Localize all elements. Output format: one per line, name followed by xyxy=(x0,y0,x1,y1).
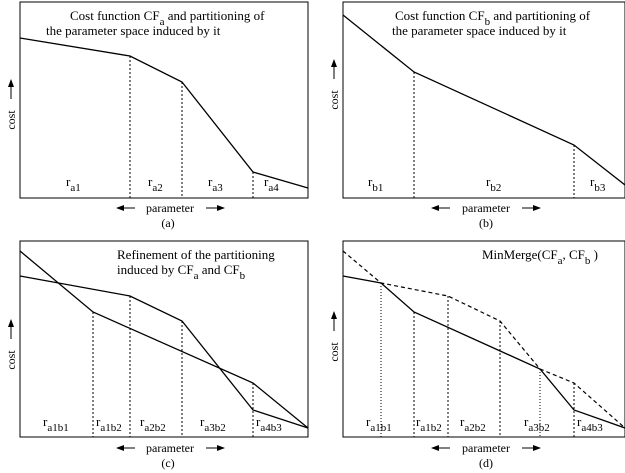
panel-c-y-label: cost xyxy=(4,350,18,370)
cost-function-b-line xyxy=(342,14,625,186)
region-label-a3b2: ra3b2 xyxy=(524,414,550,434)
cost-function-a-line xyxy=(19,275,309,429)
panel-b: Cost function CFb and partitioning of th… xyxy=(327,1,625,230)
region-label-a2: ra2 xyxy=(148,174,163,194)
panel-b-frame xyxy=(342,1,625,199)
region-label-a3b2: ra3b2 xyxy=(200,414,226,434)
panel-b-title-line1: Cost function CFb and partitioning of xyxy=(395,8,591,28)
panel-c-x-label: parameter xyxy=(146,441,194,455)
region-label-a1b1: ra1b1 xyxy=(366,414,392,434)
min-envelope-line xyxy=(342,275,625,429)
panel-b-title-line2: the parameter space induced by it xyxy=(392,23,567,38)
panel-d: MinMerge(CFa, CFb ) ra1b1 ra1b2 ra2b2 ra… xyxy=(327,240,625,470)
panel-a-y-label: cost xyxy=(4,110,18,130)
region-label-a1b2: ra1b2 xyxy=(96,414,122,434)
panel-a-frame xyxy=(19,1,309,199)
region-label-a4: ra4 xyxy=(264,174,279,194)
panel-a-title-line2: the parameter space induced by it xyxy=(46,23,221,38)
panel-c: Refinement of the partitioning induced b… xyxy=(4,240,309,470)
region-label-a2b2: ra2b2 xyxy=(140,414,166,434)
cost-function-b-line xyxy=(19,250,309,429)
region-label-a4b3: ra4b3 xyxy=(256,414,282,434)
region-label-b1: rb1 xyxy=(368,174,383,194)
region-label-a1: ra1 xyxy=(66,174,81,194)
panel-d-y-label: cost xyxy=(327,342,341,362)
panel-d-frame xyxy=(342,240,625,438)
cost-function-a-line xyxy=(19,37,309,189)
region-label-a4b3: ra4b3 xyxy=(577,414,603,434)
region-label-a3: ra3 xyxy=(208,174,223,194)
panel-d-x-label: parameter xyxy=(462,441,510,455)
panel-b-caption: (b) xyxy=(479,216,493,230)
region-label-b3: rb3 xyxy=(590,174,606,194)
panel-a-x-label: parameter xyxy=(146,201,194,215)
panel-c-frame xyxy=(19,240,309,438)
panel-b-y-label: cost xyxy=(327,90,341,110)
panel-a-title-line1: Cost function CFa and partitioning of xyxy=(70,8,265,28)
panel-d-caption: (d) xyxy=(479,456,493,470)
region-label-a2b2: ra2b2 xyxy=(460,414,486,434)
panel-b-x-label: parameter xyxy=(462,201,510,215)
panel-d-title: MinMerge(CFa, CFb ) xyxy=(482,247,598,267)
panel-a: Cost function CFa and partitioning of th… xyxy=(4,1,309,230)
panel-c-title-line1: Refinement of the partitioning xyxy=(117,247,275,262)
max-envelope-line xyxy=(342,250,625,429)
region-label-b2: rb2 xyxy=(486,174,501,194)
panel-c-caption: (c) xyxy=(161,456,174,470)
panel-a-caption: (a) xyxy=(161,216,174,230)
region-label-a1b1: ra1b1 xyxy=(43,414,69,434)
region-label-a1b2: ra1b2 xyxy=(416,414,442,434)
panel-c-title-line2: induced by CFa and CFb xyxy=(117,262,246,282)
